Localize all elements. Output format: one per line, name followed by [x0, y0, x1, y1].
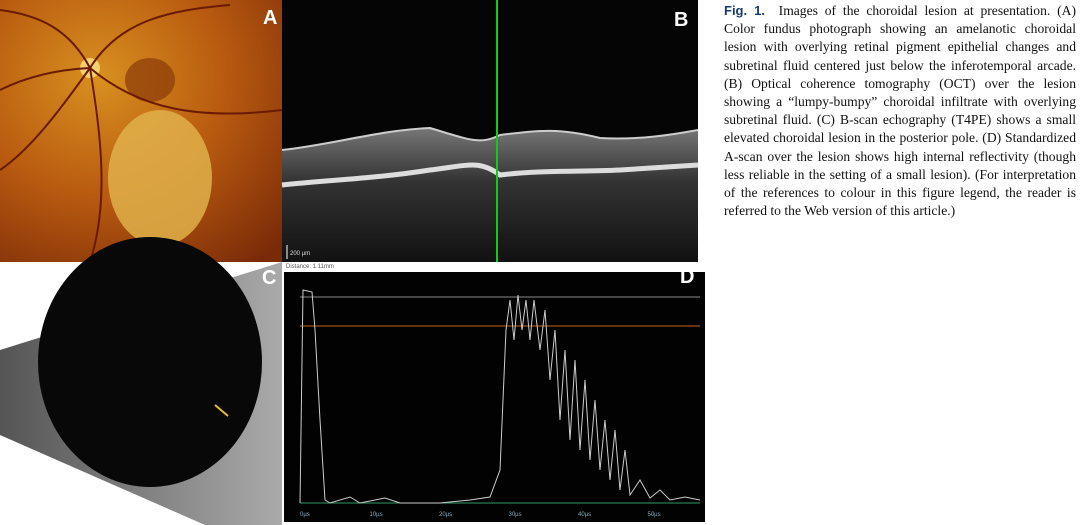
oct-layers: [282, 128, 698, 262]
retina-surface: [281, 126, 699, 151]
ascan-bg: [284, 272, 705, 522]
ascan-trace: [299, 289, 701, 504]
vessels: [0, 4, 283, 263]
rpe-band: [281, 162, 699, 188]
globe: [38, 237, 262, 487]
panel-label: C: [262, 267, 276, 289]
macula: [125, 58, 175, 102]
figure-caption: Fig. 1. Images of the choroidal lesion a…: [724, 2, 1076, 220]
panel-label: A: [263, 7, 277, 29]
axis-label: 50µs: [648, 512, 661, 518]
panel-b: 200 µm B: [281, 0, 699, 262]
axis-label: 30µs: [509, 512, 522, 518]
caption-text: Images of the choroidal lesion at presen…: [724, 3, 1077, 219]
panel-a: A: [0, 0, 283, 263]
panel-label: D: [680, 266, 694, 288]
axis-label: 20µs: [439, 512, 452, 518]
axis-label: 0µs: [300, 512, 310, 518]
scale-text: 200 µm: [290, 251, 310, 257]
lesion-marker: [214, 404, 229, 417]
distance-text: Distance: 1.11mm: [286, 264, 334, 270]
lesion: [108, 110, 212, 246]
panel-c: C: [0, 237, 282, 525]
panel-label: B: [674, 9, 688, 31]
caption-label: Fig. 1.: [724, 3, 765, 18]
panel-d: D: [284, 266, 705, 522]
axis-label: 40µs: [578, 512, 591, 518]
axis-label: 10µs: [370, 512, 383, 518]
figure-panels: A 200 µm B Distance: 1.11mm C D 0µs 10µs 2…: [0, 0, 705, 525]
